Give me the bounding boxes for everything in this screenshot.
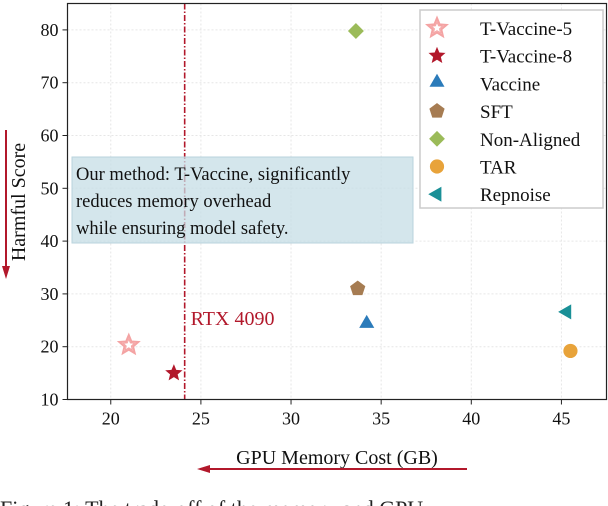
x-tick-label: 25	[192, 409, 210, 429]
legend-label-repnoise: Repnoise	[480, 185, 551, 206]
legend-label-tar: TAR	[480, 158, 517, 179]
y-tick-label: 70	[41, 73, 59, 93]
annotation-line-1: Our method: T-Vaccine, significantly	[76, 165, 351, 185]
legend-label-vaccine: Vaccine	[480, 74, 540, 95]
x-tick-label: 30	[282, 409, 300, 429]
point-repnoise	[556, 302, 572, 321]
legend-marker-t-vaccine-5	[425, 15, 449, 39]
x-tick-label: 40	[462, 409, 480, 429]
x-tick-label: 45	[552, 409, 570, 429]
y-tick-label: 10	[41, 390, 59, 410]
y-tick-label: 50	[41, 178, 59, 198]
y-axis-arrowhead	[2, 266, 10, 279]
legend-box	[419, 9, 604, 209]
legend-marker-non-aligned	[427, 129, 447, 148]
point-sft	[349, 279, 367, 296]
legend-label-sft: SFT	[480, 102, 513, 123]
point-t-vaccine-5	[116, 332, 141, 356]
annotation-line-2: reduces memory overhead	[76, 192, 272, 212]
y-tick-label: 30	[41, 284, 59, 304]
x-axis-arrowhead	[197, 465, 210, 473]
point-t-vaccine-8	[163, 362, 185, 383]
figure-caption: Figure 1: The trade-off of the memory an…	[0, 496, 423, 506]
legend-label-t-vaccine-5: T-Vaccine-5	[480, 19, 572, 40]
y-axis-label: Harmful Score	[8, 143, 30, 261]
legend-marker-vaccine	[428, 72, 446, 88]
legend-marker-t-vaccine-8	[426, 44, 448, 65]
legend-label-t-vaccine-8: T-Vaccine-8	[480, 47, 572, 68]
y-tick-label: 80	[41, 20, 59, 40]
x-tick-label: 20	[102, 409, 120, 429]
plot-frame	[66, 2, 608, 401]
legend-label-non-aligned: Non-Aligned	[480, 130, 581, 151]
legend-marker-repnoise	[426, 185, 443, 204]
point-vaccine	[357, 313, 376, 329]
legend-marker-sft	[428, 102, 446, 119]
x-tick-label: 35	[372, 409, 390, 429]
rtx-4090-label: RTX 4090	[191, 308, 275, 330]
legend-marker-tar	[429, 158, 445, 175]
y-tick-label: 20	[41, 337, 59, 357]
annotation-box	[71, 156, 414, 244]
y-tick-label: 60	[41, 126, 59, 146]
point-tar	[562, 343, 579, 359]
x-axis-label: GPU Memory Cost (GB)	[236, 447, 438, 469]
y-tick-label: 40	[41, 231, 59, 251]
annotation-line-3: while ensuring model safety.	[76, 219, 289, 239]
point-non-aligned	[346, 21, 365, 41]
